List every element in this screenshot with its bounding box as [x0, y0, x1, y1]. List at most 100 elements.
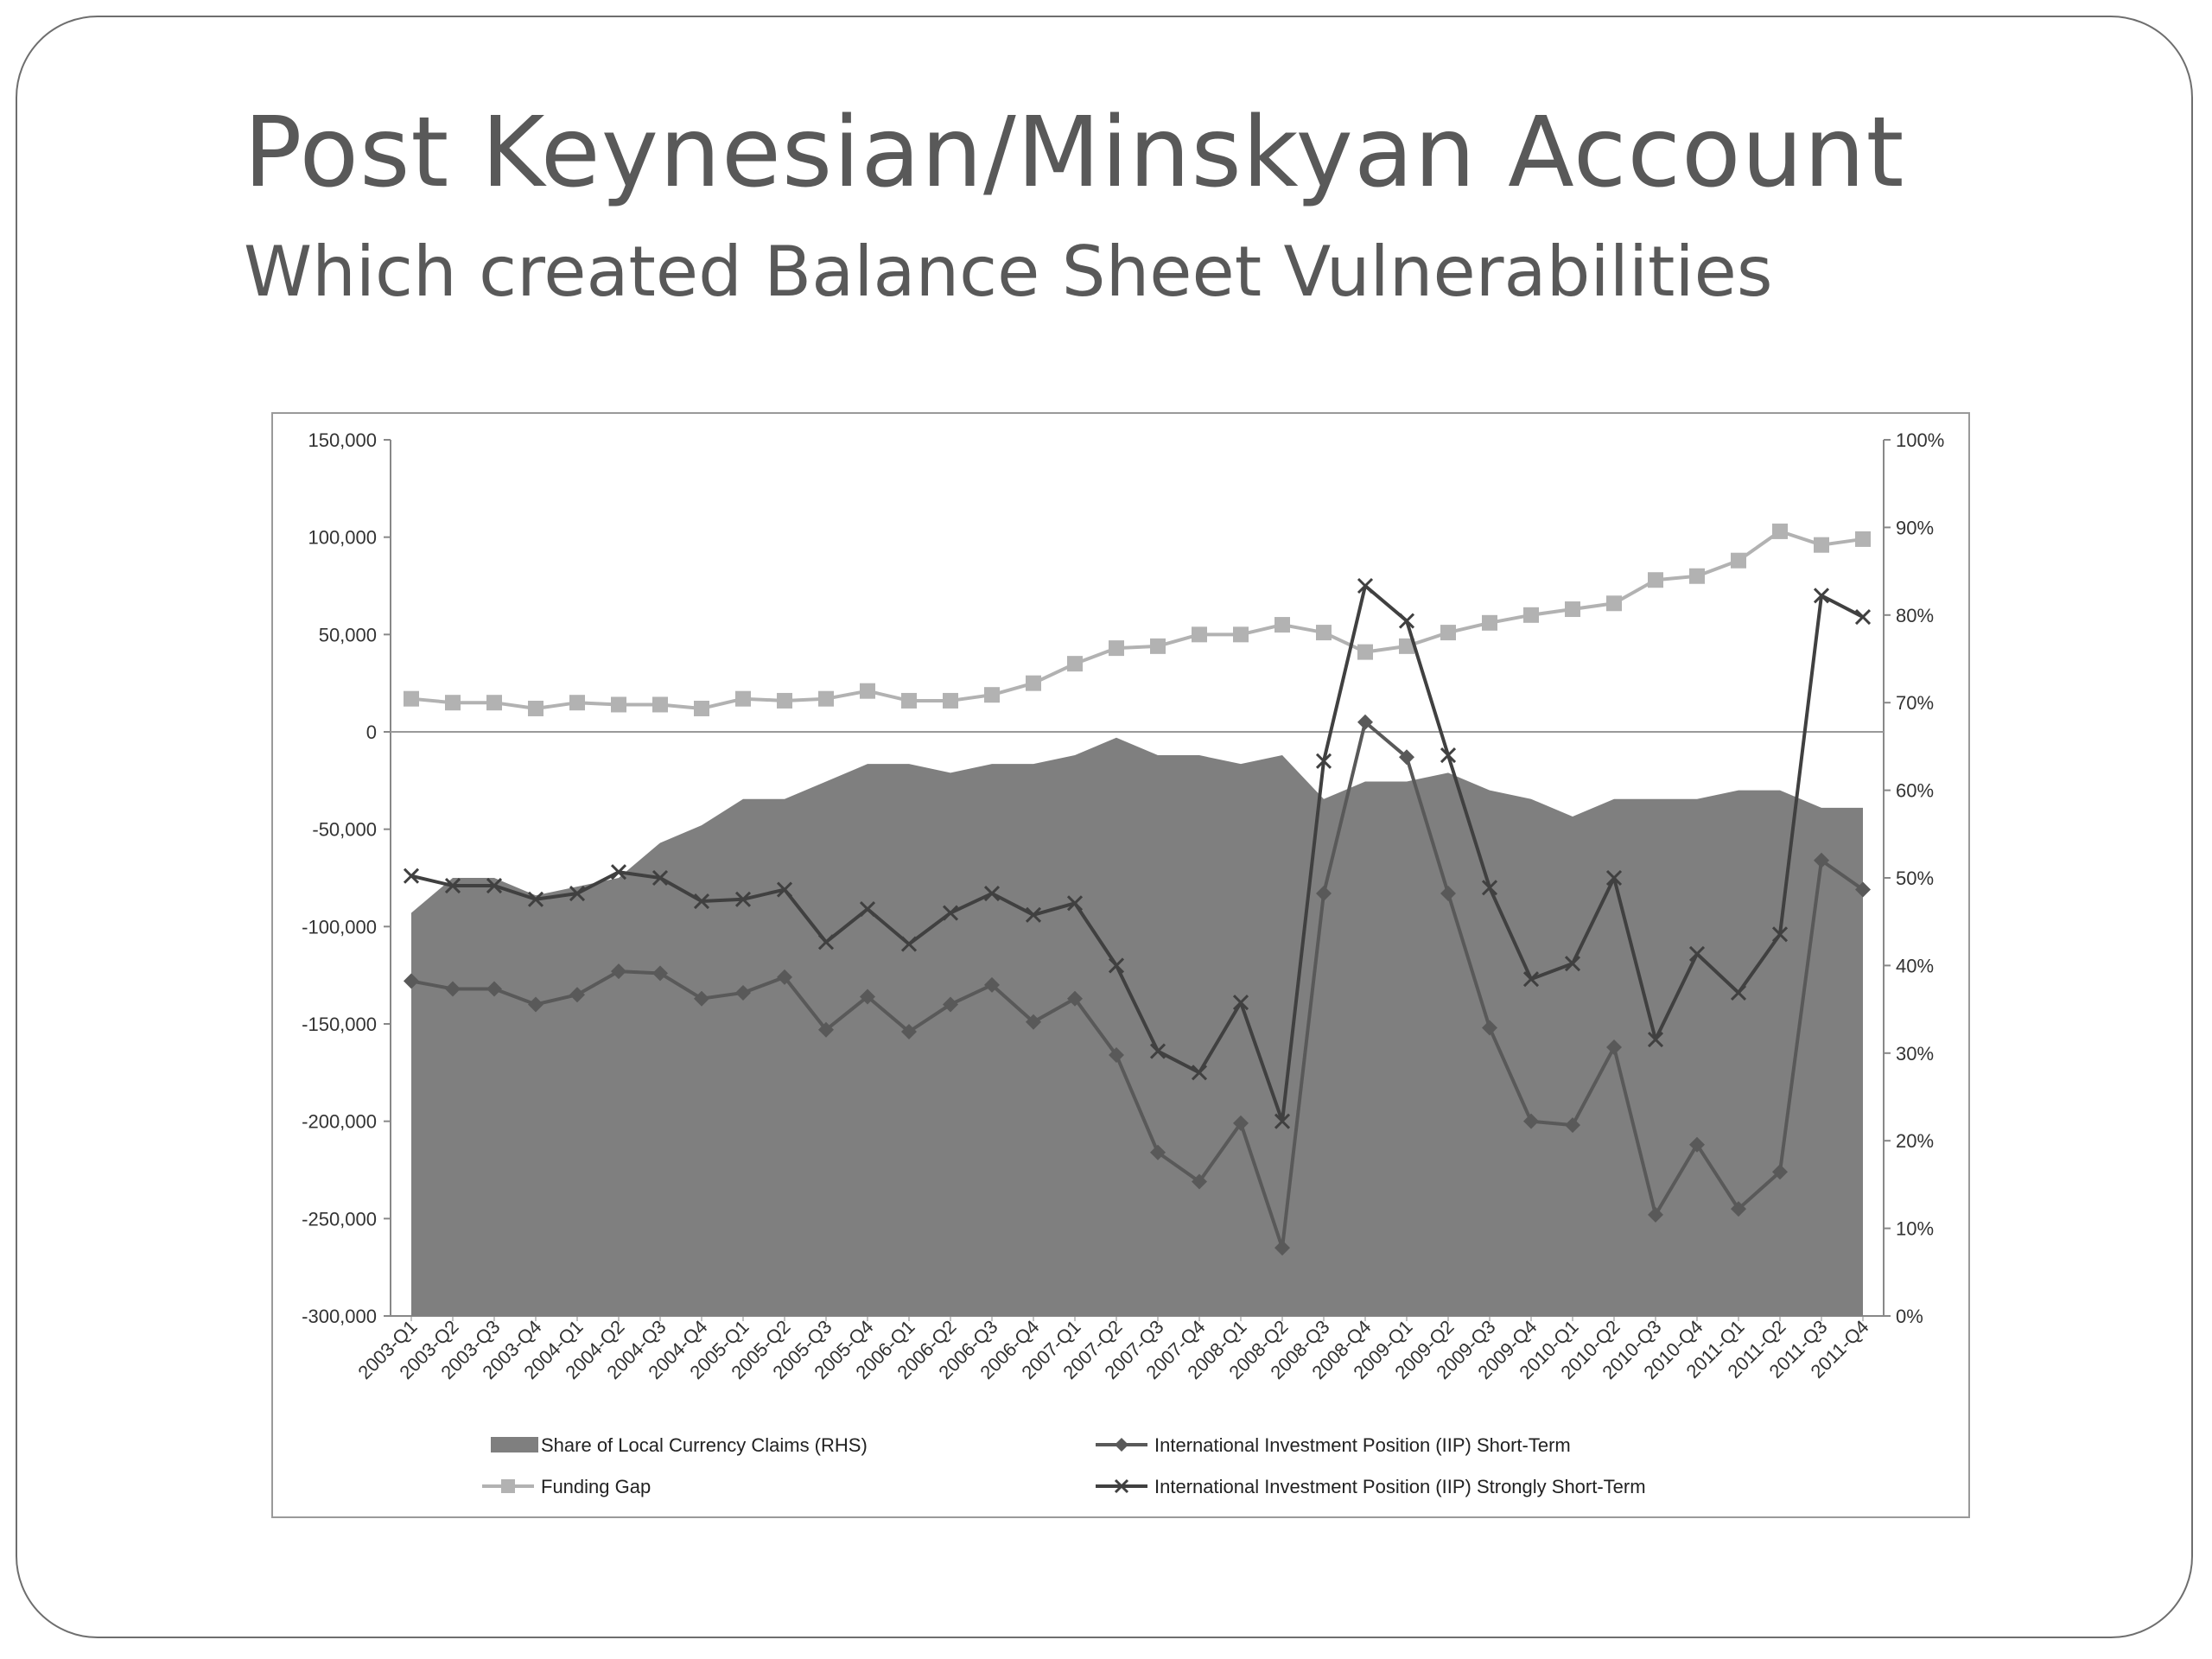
data-point: [1026, 1014, 1041, 1030]
data-point: [1606, 1039, 1622, 1056]
data-point: [403, 868, 420, 884]
data-point: [1855, 881, 1871, 898]
data-point: [777, 692, 792, 709]
legend-label: Funding Gap: [541, 1476, 651, 1497]
data-point: [1482, 614, 1497, 631]
data-point: [776, 881, 793, 898]
data-point: [1232, 995, 1249, 1011]
y-right-tick-label: 100%: [1896, 429, 1944, 451]
y-right-tick-label: 0%: [1896, 1306, 1923, 1327]
data-point: [404, 690, 419, 707]
data-point: [1730, 984, 1747, 1001]
data-point: [1813, 588, 1830, 604]
data-point: [486, 695, 502, 711]
data-point: [1398, 613, 1415, 629]
y-right-tick-label: 90%: [1896, 517, 1934, 538]
y-right-tick-label: 80%: [1896, 605, 1934, 626]
data-point: [569, 885, 586, 902]
data-point: [528, 996, 543, 1013]
data-point: [859, 900, 876, 918]
data-point: [1481, 880, 1498, 896]
data-point: [984, 976, 1000, 993]
data-point: [1648, 572, 1663, 588]
data-point: [1731, 1201, 1746, 1217]
data-point: [694, 990, 709, 1007]
data-point: [942, 905, 959, 921]
data-point: [1565, 601, 1580, 618]
data-point: [1150, 1144, 1166, 1160]
data-point: [611, 696, 626, 713]
data-point: [1482, 1020, 1497, 1036]
data-point: [1689, 1136, 1705, 1153]
data-point: [1150, 638, 1166, 654]
y-left-tick-label: -50,000: [312, 819, 377, 841]
data-point: [1274, 617, 1290, 633]
data-point: [1772, 1164, 1788, 1180]
legend-label: Share of Local Currency Claims (RHS): [541, 1434, 868, 1456]
data-point: [527, 891, 544, 907]
legend-label: International Investment Position (IIP) …: [1154, 1476, 1646, 1497]
data-point: [734, 891, 752, 907]
data-point: [1731, 552, 1746, 569]
data-point: [1357, 714, 1373, 730]
data-point: [1316, 886, 1332, 902]
data-point: [1688, 945, 1706, 962]
data-point: [1399, 638, 1414, 654]
data-point: [1316, 625, 1332, 641]
data-point: [1066, 895, 1084, 912]
y-left-tick-label: -250,000: [302, 1208, 377, 1230]
y-right-tick-label: 40%: [1896, 955, 1934, 976]
slide-title: Post Keynesian/Minskyan Account: [244, 97, 1905, 209]
y-left-tick-label: 0: [366, 721, 377, 743]
data-point: [1771, 926, 1789, 943]
data-point: [1440, 625, 1456, 641]
data-point: [1440, 747, 1457, 764]
data-point: [735, 984, 751, 1001]
data-point: [901, 1024, 917, 1040]
data-point: [1522, 971, 1540, 988]
data-point: [694, 700, 709, 716]
data-point: [818, 1021, 834, 1038]
y-right-tick-label: 60%: [1896, 780, 1934, 802]
data-point: [1274, 1240, 1290, 1256]
data-point: [444, 877, 461, 894]
data-point: [445, 981, 461, 997]
series-line-1: [410, 529, 1864, 710]
data-point: [1026, 675, 1041, 691]
data-point: [1192, 1173, 1207, 1190]
y-right-tick-label: 10%: [1896, 1218, 1934, 1240]
y-left-tick-label: 150,000: [308, 429, 377, 451]
data-point: [818, 690, 834, 707]
data-point: [1689, 568, 1705, 584]
data-point: [1772, 523, 1788, 539]
data-point: [652, 869, 669, 887]
area-local-currency-claims: [411, 737, 1863, 1316]
data-point: [1233, 1115, 1249, 1131]
data-point: [652, 965, 668, 982]
data-point: [1605, 869, 1623, 887]
data-point: [1814, 537, 1829, 553]
data-point: [1233, 626, 1249, 643]
data-point: [860, 683, 875, 699]
data-point: [1109, 640, 1124, 657]
chart-svg: 150,000 100,000 50,000 0 -50,000 -100,000 -150…: [302, 429, 1944, 1497]
data-point: [1855, 531, 1871, 547]
data-point: [1149, 1043, 1166, 1059]
data-point: [652, 696, 668, 713]
data-point: [569, 695, 585, 711]
data-point: [1399, 749, 1414, 766]
data-point: [486, 877, 503, 894]
data-point: [1067, 656, 1083, 672]
data-point: [817, 934, 835, 950]
data-point: [943, 692, 958, 709]
y-left-tick-label: -100,000: [302, 916, 377, 938]
legend-marker: [501, 1479, 515, 1493]
data-point: [1274, 1113, 1291, 1129]
slide-subtitle: Which created Balance Sheet Vulnerabilit…: [244, 232, 1773, 312]
data-point: [1315, 753, 1332, 769]
data-point: [984, 687, 1000, 703]
data-point: [445, 695, 461, 711]
data-point: [1440, 886, 1456, 902]
data-point: [1814, 852, 1829, 868]
legend-swatch: [491, 1437, 538, 1452]
